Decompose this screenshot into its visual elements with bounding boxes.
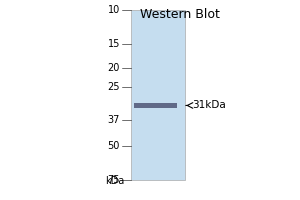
Text: kDa: kDa <box>105 176 124 186</box>
Bar <box>130 10 184 180</box>
Text: 25: 25 <box>107 82 120 92</box>
Text: 15: 15 <box>108 39 120 49</box>
Text: 31kDa: 31kDa <box>192 100 226 110</box>
Text: 10: 10 <box>108 5 120 15</box>
Text: 75: 75 <box>107 175 120 185</box>
Text: 37: 37 <box>108 115 120 125</box>
Text: Western Blot: Western Blot <box>140 8 220 21</box>
Text: 50: 50 <box>108 141 120 151</box>
Bar <box>134 103 177 108</box>
Text: 20: 20 <box>108 63 120 73</box>
